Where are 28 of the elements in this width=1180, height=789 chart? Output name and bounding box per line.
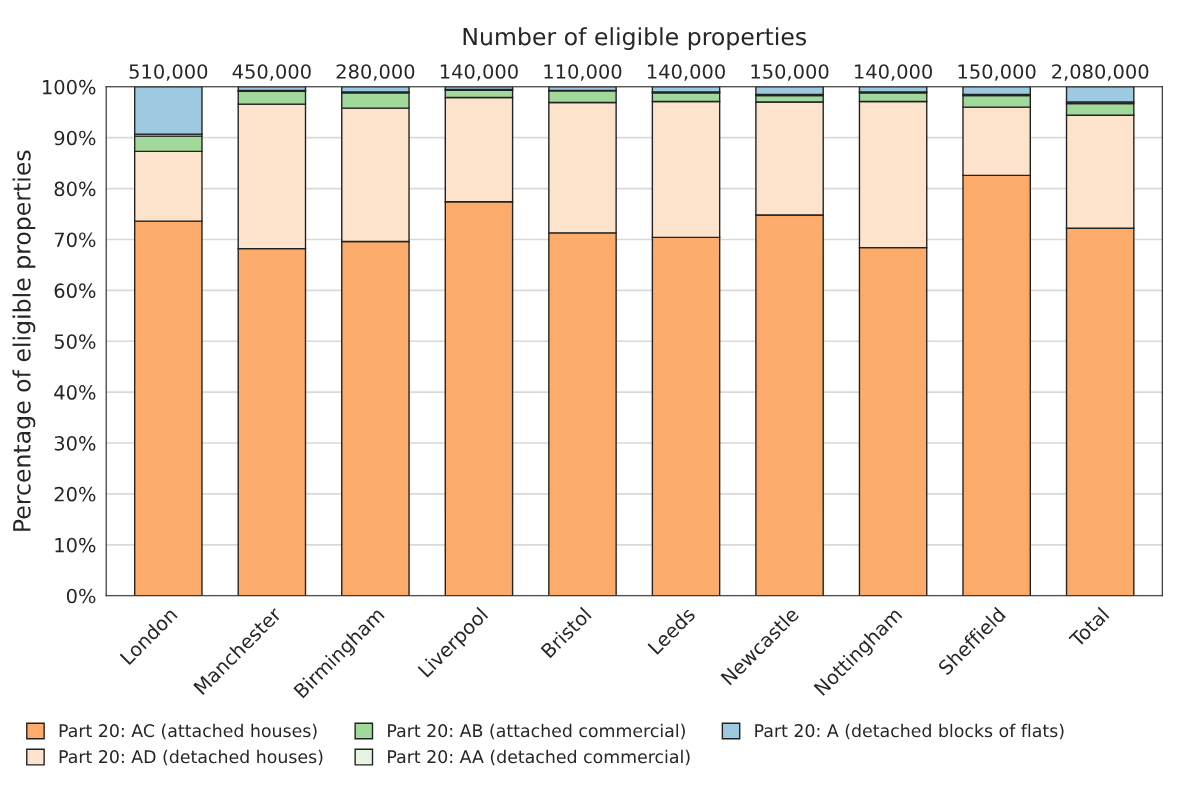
legend-label: Part 20: AC (attached houses) xyxy=(59,723,317,740)
legend-label: Part 20: AD (detached houses) xyxy=(59,749,323,766)
y-tick-label: 10% xyxy=(55,537,96,553)
legend-label: Part 20: AB (attached commercial) xyxy=(388,723,685,740)
y-tick-label: 20% xyxy=(54,486,96,502)
annotation: 2,080,000 xyxy=(1052,64,1149,81)
y-tick-label: 90% xyxy=(54,130,96,146)
y-tick-label: 70% xyxy=(54,232,96,248)
annotation: 150,000 xyxy=(751,64,829,81)
y-tick-label: 60% xyxy=(54,283,96,299)
annotation: 110,000 xyxy=(544,64,622,81)
y-tick-label: 40% xyxy=(54,385,96,400)
y-tick-label: 100% xyxy=(43,79,96,95)
y-tick-label: 50% xyxy=(54,334,96,349)
annotation: 140,000 xyxy=(440,64,518,81)
chart-title: Number of eligible properties xyxy=(463,27,807,51)
annotation: 140,000 xyxy=(647,64,725,81)
legend-label: Part 20: A (detached blocks of flats) xyxy=(755,723,1064,740)
annotation: 450,000 xyxy=(232,64,311,81)
y-tick-label: 80% xyxy=(54,181,96,197)
legend-label: Part 20: AA (detached commercial) xyxy=(388,749,690,766)
y-axis-title: Percentage of eligible properties xyxy=(12,150,36,531)
annotation: 150,000 xyxy=(958,64,1036,81)
y-tick-label: 0% xyxy=(66,588,96,604)
annotation: 280,000 xyxy=(336,64,415,81)
annotation: 140,000 xyxy=(855,64,933,81)
y-tick-label: 30% xyxy=(54,435,96,451)
annotation: 510,000 xyxy=(129,64,208,81)
